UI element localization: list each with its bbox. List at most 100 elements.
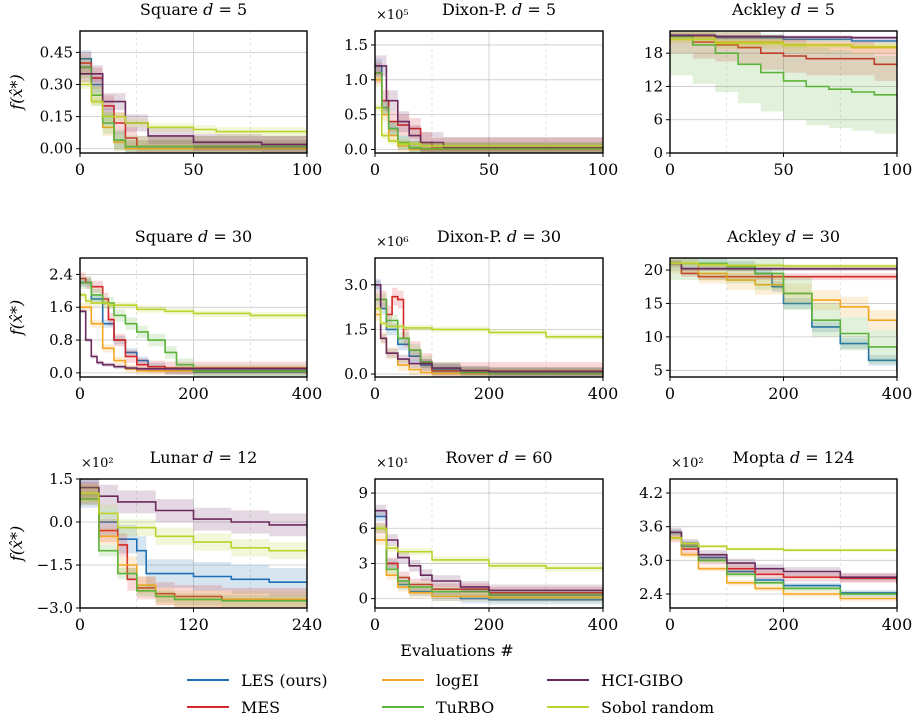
series-band-hci-gibo bbox=[375, 55, 603, 153]
series-line-sobol-random bbox=[80, 492, 307, 554]
legend-item-sobol-random: Sobol random bbox=[547, 698, 714, 717]
y-tick-label: 1.6 bbox=[49, 298, 73, 316]
legend-label: HCI-GIBO bbox=[601, 671, 683, 690]
y-tick-label: 0.00 bbox=[40, 140, 73, 158]
x-tick-label: 50 bbox=[183, 160, 203, 179]
chart-title: Ackley d = 5 bbox=[731, 0, 835, 19]
y-tick-label: 0 bbox=[653, 144, 663, 162]
series-band-hci-gibo bbox=[80, 479, 307, 540]
series-line-hci-gibo bbox=[80, 310, 307, 370]
axis-multiplier: ×10² bbox=[81, 456, 114, 471]
series-line-sobol-random bbox=[80, 294, 307, 318]
x-tick-label: 0 bbox=[665, 160, 675, 179]
series-band-mes bbox=[375, 287, 603, 377]
axis-multiplier: ×10⁶ bbox=[376, 235, 409, 250]
legend-item-mes: MES bbox=[187, 698, 280, 717]
series-line-turbo bbox=[80, 281, 307, 372]
y-tick-label: 0.15 bbox=[40, 108, 73, 126]
y-tick-label: 10 bbox=[644, 328, 663, 346]
axis-multiplier: ×10¹ bbox=[376, 456, 409, 471]
series-band-logei bbox=[80, 303, 307, 375]
x-tick-label: 0 bbox=[75, 384, 85, 403]
x-tick-label: 200 bbox=[474, 384, 505, 403]
series-band-turbo bbox=[670, 31, 897, 137]
y-tick-label: 0 bbox=[358, 590, 368, 608]
y-tick-label: 0.0 bbox=[49, 364, 73, 382]
y-tick-label: 3.6 bbox=[639, 518, 663, 536]
chart-title: Square d = 30 bbox=[135, 227, 252, 246]
series-band-sobol-random bbox=[80, 484, 307, 563]
chart-panel-4: 0 200 400 0.0 0.8 1.6 2.4 Square d = 30 f(x̂*) bbox=[7, 227, 322, 403]
series-band-mes bbox=[80, 52, 307, 153]
x-tick-label: 100 bbox=[292, 160, 323, 179]
legend-label: Sobol random bbox=[601, 698, 714, 717]
y-tick-label: 4.2 bbox=[639, 484, 663, 502]
chart-title: Rover d = 60 bbox=[445, 448, 552, 467]
legend-item-turbo: TuRBO bbox=[382, 698, 494, 717]
series-line-sobol-random bbox=[670, 262, 897, 267]
chart-title: Mopta d = 124 bbox=[733, 448, 855, 467]
y-tick-label: 0.5 bbox=[344, 106, 368, 124]
y-axis-label: f(x̂*) bbox=[7, 74, 26, 110]
x-tick-label: 400 bbox=[292, 384, 323, 403]
legend-item-les-ours-: LES (ours) bbox=[187, 671, 328, 690]
series-band-mes bbox=[375, 62, 603, 153]
series-band-turbo bbox=[80, 276, 307, 377]
series-line-turbo bbox=[375, 527, 603, 597]
series-line-hci-gibo bbox=[375, 509, 603, 596]
legend: LES (ours) MES logEI TuRBO HCI-GIBO Sobol ran… bbox=[187, 671, 714, 717]
chart-panel-8: 0 200 400 0 3 6 9 Rover d = 60 ×10¹ bbox=[358, 448, 618, 634]
series-line-hci-gibo bbox=[375, 284, 603, 373]
y-tick-label: 1.5 bbox=[344, 36, 368, 54]
series-line-turbo bbox=[670, 262, 897, 355]
y-tick-label: 1.5 bbox=[344, 320, 368, 338]
y-axis-label: f(x̂*) bbox=[7, 300, 26, 336]
chart-panel-3: 0 50 100 0 6 12 18 Ackley d = 5 bbox=[644, 0, 912, 179]
series-line-turbo bbox=[375, 72, 603, 150]
x-tick-label: 200 bbox=[768, 384, 799, 403]
y-axis-label: f(x̂*) bbox=[7, 526, 26, 562]
x-tick-label: 200 bbox=[768, 615, 799, 634]
chart-panel-9: 0 200 400 2.4 3.0 3.6 4.2 Mopta d = 124 ×10² bbox=[639, 448, 912, 634]
x-tick-label: 400 bbox=[588, 615, 619, 634]
series-band-turbo bbox=[375, 523, 603, 601]
x-tick-label: 100 bbox=[882, 160, 913, 179]
x-tick-label: 100 bbox=[588, 160, 619, 179]
x-tick-label: 400 bbox=[882, 615, 913, 634]
chart-title: Dixon-P. d = 30 bbox=[437, 227, 561, 246]
series-line-turbo bbox=[375, 298, 603, 375]
y-tick-label: −3.0 bbox=[37, 599, 73, 617]
legend-label: TuRBO bbox=[436, 698, 494, 717]
axis-multiplier: ×10² bbox=[671, 456, 704, 471]
x-tick-label: 0 bbox=[75, 160, 85, 179]
series-band-sobol-random bbox=[375, 524, 603, 576]
y-tick-label: 1.5 bbox=[49, 470, 73, 488]
series-band-les-ours- bbox=[80, 50, 307, 153]
series-band-logei bbox=[375, 308, 603, 377]
x-tick-label: 200 bbox=[178, 384, 209, 403]
x-tick-label: 0 bbox=[665, 384, 675, 403]
x-tick-label: 200 bbox=[474, 615, 505, 634]
series-line-turbo bbox=[670, 531, 897, 598]
x-tick-label: 240 bbox=[292, 615, 323, 634]
series-line-sobol-random bbox=[80, 83, 307, 133]
y-tick-label: 0.0 bbox=[344, 365, 368, 383]
chart-panel-2: 0 50 100 0.0 0.5 1.0 1.5 Dixon-P. d = 5 ×10⁵ bbox=[344, 0, 618, 179]
y-tick-label: 20 bbox=[644, 261, 663, 279]
series-band-sobol-random bbox=[670, 536, 897, 554]
y-tick-label: 5 bbox=[653, 361, 663, 379]
series-band-turbo bbox=[375, 293, 603, 377]
chart-title: Dixon-P. d = 5 bbox=[442, 0, 556, 19]
series-line-hci-gibo bbox=[375, 65, 603, 149]
series-line-les-ours- bbox=[80, 492, 307, 583]
chart-panel-5: 0 200 400 0.0 1.5 3.0 Dixon-P. d = 30 ×10⁶ bbox=[344, 227, 618, 403]
x-tick-label: 50 bbox=[479, 160, 499, 179]
series-band-les-ours- bbox=[375, 511, 603, 606]
y-tick-label: 0.0 bbox=[49, 513, 73, 531]
shared-xlabel: Evaluations # bbox=[400, 641, 513, 660]
series-line-sobol-random bbox=[670, 537, 897, 552]
x-tick-label: 400 bbox=[588, 384, 619, 403]
y-tick-label: 1.0 bbox=[344, 71, 368, 89]
